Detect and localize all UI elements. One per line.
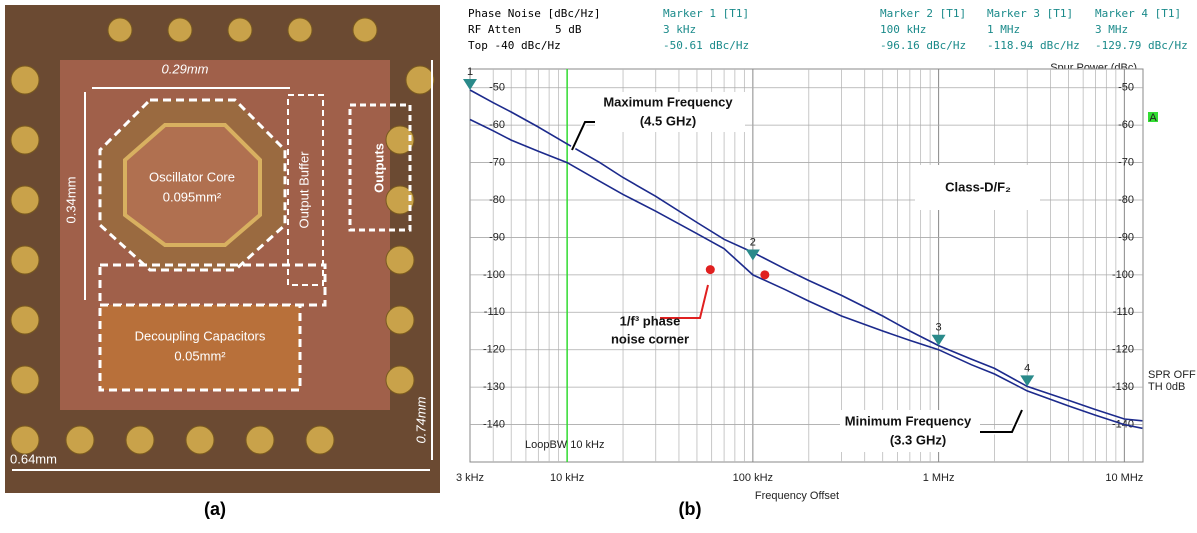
x-tick-label: 3 kHz — [456, 472, 484, 484]
y-tick-label: -130 — [483, 381, 505, 393]
dim-label: 0.64mm — [10, 451, 57, 466]
trace-badge — [1148, 112, 1158, 122]
y-tick-label: -60 — [489, 119, 505, 131]
y2-tick-label: -90 — [1118, 231, 1134, 243]
marker-name: Marker 3 [T1] — [987, 7, 1073, 20]
marker — [1020, 375, 1035, 387]
marker-tag: 4 — [1024, 362, 1030, 374]
annotation: Class-D/F₂ — [945, 179, 1011, 194]
marker-tag: 3 — [936, 322, 942, 334]
marker-value: -96.16 dBc/Hz — [880, 39, 966, 52]
y2-tick-label: -130 — [1112, 381, 1134, 393]
x-tick-label: 1 MHz — [923, 472, 955, 484]
annotation: noise corner — [611, 331, 689, 346]
block-label: Output Buffer — [296, 151, 311, 229]
outputs-outline — [348, 103, 412, 232]
marker-name: Marker 2 [T1] — [880, 7, 966, 20]
buffer-outline — [287, 94, 324, 286]
dimension-arrows — [12, 60, 433, 471]
series-line — [469, 118, 1143, 430]
annotation: (4.5 GHz) — [640, 113, 696, 128]
header: Top -40 dBc/Hz — [468, 39, 561, 52]
plot-area — [469, 68, 1144, 463]
marker — [463, 78, 477, 90]
block-label: Outputs — [371, 143, 386, 193]
y-tick-label: -110 — [484, 306, 505, 318]
block-label: 0.095mm² — [163, 189, 222, 204]
marker-freq: 3 kHz — [663, 23, 696, 36]
marker-name: Marker 4 [T1] — [1095, 7, 1181, 20]
y-tick-label: -120 — [483, 344, 505, 356]
header: RF Atten — [468, 23, 521, 36]
y2-tick-label: -110 — [1113, 306, 1134, 318]
x-axis-label: Frequency Offset — [755, 490, 839, 502]
y-tick-label: -100 — [483, 269, 505, 281]
dim-label: 0.34mm — [63, 177, 78, 224]
micrograph: 0.29mm 0.34mm Oscillator Core 0.095mm² O… — [5, 5, 440, 519]
block-label: 0.05mm² — [174, 348, 226, 363]
marker-value: -50.61 dBc/Hz — [663, 39, 749, 52]
loop-bw-label: LoopBW 10 kHz — [525, 439, 604, 451]
block-label: Decoupling Capacitors — [135, 328, 266, 343]
inductor — [123, 123, 262, 247]
y-tick-label: -50 — [489, 82, 505, 94]
marker-name: Marker 1 [T1] — [663, 7, 749, 20]
dim-label: 0.29mm — [162, 61, 209, 76]
bond-pads — [10, 17, 435, 455]
header: Phase Noise [dBc/Hz] — [468, 7, 600, 20]
marker-value: -118.94 dBc/Hz — [987, 39, 1080, 52]
y-tick-label: -90 — [489, 231, 505, 243]
trace-label: A — [1149, 112, 1157, 124]
label-box — [595, 92, 745, 132]
decap-outline — [98, 303, 302, 392]
y2-tick-label: -60 — [1118, 119, 1134, 131]
y2-tick-label: -80 — [1118, 194, 1134, 206]
annotation: Maximum Frequency — [603, 94, 733, 109]
dim-label: 0.74mm — [413, 396, 428, 443]
marker — [745, 249, 760, 261]
y2-tick-label: -100 — [1112, 269, 1134, 281]
label-box — [840, 410, 980, 452]
header: 5 dB — [555, 23, 582, 36]
status: TH 0dB — [1148, 381, 1185, 393]
marker-freq: 1 MHz — [987, 23, 1020, 36]
marker-tag: 1 — [467, 66, 473, 78]
plot: 3 kHz 10 kHz 100 kHz 1 MHz 10 MHz -50 -60 -70 -8… — [456, 66, 1144, 484]
label-box — [915, 165, 1040, 210]
marker-tag: 2 — [750, 236, 756, 248]
block-label: Oscillator Core — [149, 169, 235, 184]
x-tick-label: 10 kHz — [550, 472, 584, 484]
status: SPR OFF — [1148, 369, 1196, 381]
y2-tick-label: -50 — [1118, 82, 1134, 94]
y-tick-label: -140 — [483, 418, 505, 430]
y2-tick-label: -70 — [1118, 156, 1134, 168]
marker-value: -129.79 dBc/Hz — [1095, 39, 1188, 52]
annotations: Maximum Frequency (4.5 GHz) Class-D/F₂ 1… — [569, 92, 1040, 452]
y2-tick-label: -120 — [1112, 344, 1134, 356]
caption: (a) — [204, 499, 226, 519]
marker — [931, 334, 946, 346]
marker-freq: 100 kHz — [880, 23, 926, 36]
y-tick-label: -80 — [489, 194, 505, 206]
corner-point — [705, 265, 715, 275]
caption: (b) — [679, 499, 702, 519]
y-tick-label: -70 — [489, 156, 505, 168]
series-line — [469, 89, 1143, 422]
annotation: Minimum Frequency — [845, 413, 972, 428]
annotation: (3.3 GHz) — [890, 432, 946, 447]
x-tick-label: 100 kHz — [733, 472, 773, 484]
corner-point — [760, 270, 770, 280]
annotation: 1/f³ phase — [620, 313, 681, 328]
x-tick-label: 10 MHz — [1105, 472, 1143, 484]
marker-freq: 3 MHz — [1095, 23, 1128, 36]
